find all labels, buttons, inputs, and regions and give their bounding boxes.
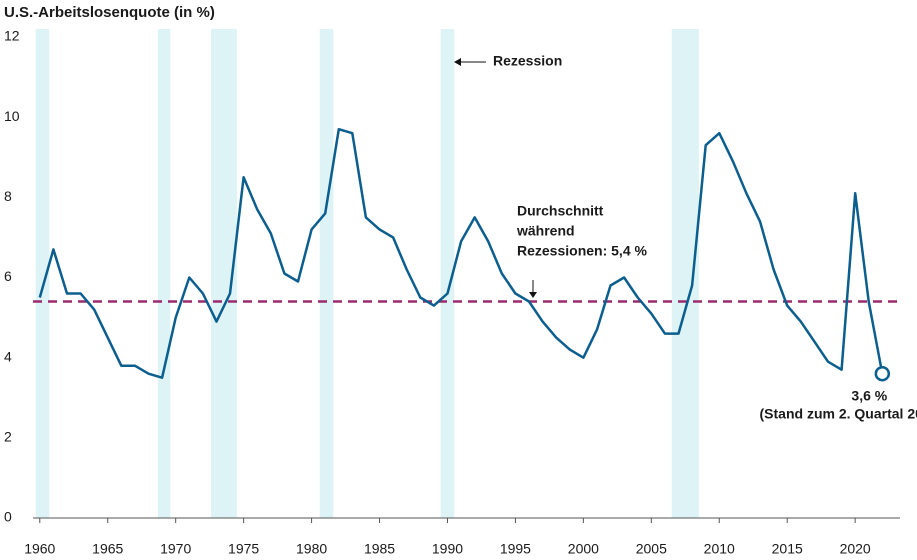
- x-tick-label: 2015: [772, 541, 803, 557]
- x-tick-label: 1990: [432, 541, 463, 557]
- x-tick-label: 1975: [228, 541, 259, 557]
- x-tick-label: 2010: [704, 541, 735, 557]
- x-tick-label: 1985: [364, 541, 395, 557]
- x-tick-label: 2000: [568, 541, 599, 557]
- end-point: [874, 365, 891, 382]
- y-tick-label: 6: [4, 268, 12, 284]
- end-label: 3,6 %: [851, 387, 887, 403]
- average-label: Rezessionen: 5,4 %: [517, 243, 647, 259]
- chart-title: U.S.-Arbeitslosenquote (in %): [4, 4, 215, 21]
- y-tick-label: 10: [4, 108, 20, 124]
- y-tick-label: 0: [4, 509, 12, 525]
- recession-arrowhead: [454, 58, 461, 66]
- x-tick-label: 1995: [500, 541, 531, 557]
- y-tick-label: 12: [4, 28, 20, 44]
- recession-band: [440, 29, 455, 518]
- y-tick-label: 2: [4, 429, 12, 445]
- average-label: Durchschnitt: [517, 203, 604, 219]
- y-tick-label: 4: [4, 348, 12, 364]
- recession-label: Rezession: [493, 53, 562, 69]
- average-arrowhead: [529, 292, 537, 298]
- y-tick-label: 8: [4, 188, 12, 204]
- unemployment-line: [38, 127, 884, 379]
- x-tick-label: 1965: [92, 541, 123, 557]
- recession-band: [158, 29, 171, 518]
- x-tick-label: 1960: [24, 541, 55, 557]
- recession-band: [319, 29, 334, 518]
- average-label: während: [516, 223, 575, 239]
- end-note: (Stand zum 2. Quartal 2022): [760, 405, 917, 421]
- x-tick-label: 1970: [160, 541, 191, 557]
- x-tick-label: 1980: [296, 541, 327, 557]
- x-tick-label: 2020: [840, 541, 871, 557]
- recession-band: [671, 29, 699, 518]
- recession-band: [35, 29, 50, 518]
- x-tick-label: 2005: [636, 541, 667, 557]
